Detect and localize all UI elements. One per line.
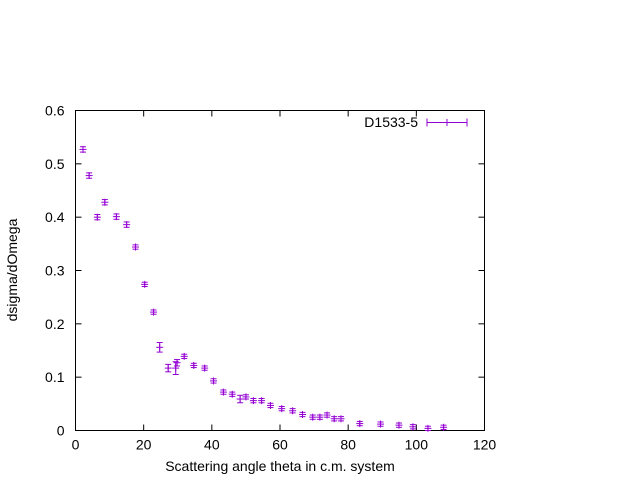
legend-sample xyxy=(427,119,467,127)
x-tick-label: 60 xyxy=(272,437,288,453)
data-point xyxy=(132,244,139,251)
data-point xyxy=(331,415,338,422)
data-point xyxy=(316,414,323,421)
data-point xyxy=(250,397,257,404)
data-point xyxy=(409,423,416,430)
data-point xyxy=(299,411,306,418)
data-point xyxy=(165,364,172,371)
data-point xyxy=(94,214,101,221)
y-tick-label: 0.2 xyxy=(45,316,65,332)
y-axis-ticks: 0 0.1 0.2 0.3 0.4 0.5 0.6 xyxy=(45,103,484,439)
data-point xyxy=(79,146,86,153)
data-point xyxy=(210,377,217,384)
data-point xyxy=(267,402,274,409)
data-point xyxy=(86,172,93,179)
x-tick-label: 20 xyxy=(136,437,152,453)
data-point xyxy=(440,424,447,431)
plot-frame xyxy=(76,111,485,431)
data-point xyxy=(113,213,120,220)
y-tick-label: 0.4 xyxy=(45,209,65,225)
series-layer xyxy=(79,146,447,432)
data-point xyxy=(174,359,181,366)
y-tick-label: 0.3 xyxy=(45,263,65,279)
y-tick-label: 0 xyxy=(57,423,65,439)
y-axis-label: dsigma/dOmega xyxy=(4,218,20,321)
x-tick-label: 120 xyxy=(473,437,497,453)
data-point xyxy=(324,412,331,419)
data-point xyxy=(424,425,431,432)
data-point xyxy=(309,414,316,421)
data-point xyxy=(395,422,402,429)
x-tick-label: 0 xyxy=(72,437,80,453)
data-point xyxy=(141,281,148,288)
x-tick-label: 100 xyxy=(405,437,429,453)
data-point xyxy=(156,343,163,353)
data-point xyxy=(150,309,157,316)
data-point xyxy=(220,389,227,396)
data-point xyxy=(377,421,384,428)
y-tick-label: 0.1 xyxy=(45,369,65,385)
data-point xyxy=(356,420,363,427)
data-point xyxy=(123,221,130,228)
x-axis-ticks: 0 20 40 60 80 100 120 xyxy=(72,111,497,453)
x-tick-label: 40 xyxy=(204,437,220,453)
legend-label: D1533-5 xyxy=(364,114,418,130)
data-point xyxy=(289,407,296,414)
x-axis-label: Scattering angle theta in c.m. system xyxy=(165,458,395,474)
data-point xyxy=(229,391,236,398)
data-point xyxy=(278,405,285,412)
data-point xyxy=(258,397,265,404)
data-point xyxy=(172,362,179,375)
data-point xyxy=(190,362,197,369)
data-point xyxy=(101,199,108,206)
data-point xyxy=(338,415,345,422)
x-tick-label: 80 xyxy=(340,437,356,453)
y-tick-label: 0.5 xyxy=(45,156,65,172)
data-point xyxy=(242,393,249,400)
data-point xyxy=(181,353,188,360)
data-point xyxy=(201,365,208,372)
y-tick-label: 0.6 xyxy=(45,103,65,119)
legend: D1533-5 xyxy=(364,114,467,130)
